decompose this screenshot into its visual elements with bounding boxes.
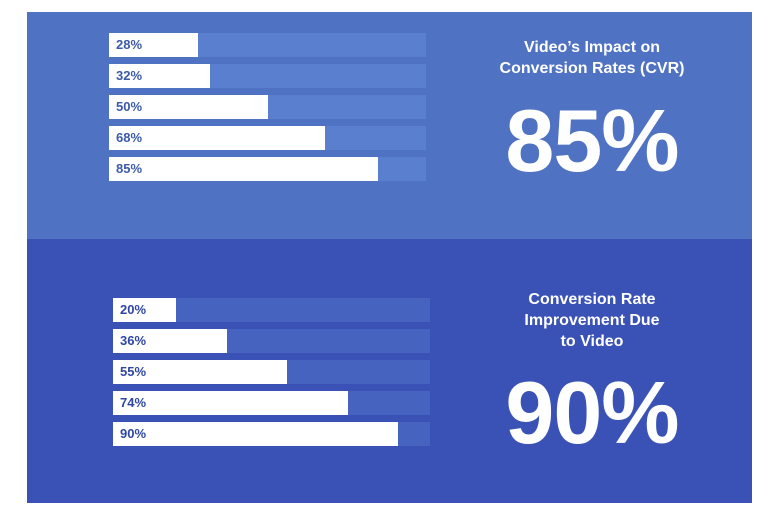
cvr-impact-panel: 28% 32% 50% 68% 85% Video’s Impact on Co… bbox=[27, 12, 752, 239]
bar-track: 36% bbox=[113, 329, 430, 353]
bar-label: 55% bbox=[120, 364, 147, 379]
bar bbox=[109, 157, 379, 181]
highlight-stat: 85% bbox=[505, 91, 679, 190]
bar-track: 90% bbox=[113, 422, 430, 446]
bar bbox=[113, 422, 399, 446]
bar-label: 28% bbox=[116, 37, 143, 52]
chart-title: Conversion Rate Improvement Due to Video bbox=[524, 291, 660, 350]
bar-track: 50% bbox=[109, 95, 426, 119]
bar-track: 28% bbox=[109, 33, 426, 57]
conversion-improvement-panel: 20% 36% 55% 74% 90% Conversion Rate Impr… bbox=[27, 239, 752, 503]
bar bbox=[113, 329, 228, 353]
bar-label: 74% bbox=[120, 395, 147, 410]
bar-label: 32% bbox=[116, 68, 143, 83]
cvr-impact-bars: 28% 32% 50% 68% 85% bbox=[109, 33, 426, 188]
bar bbox=[113, 360, 288, 384]
bar bbox=[109, 126, 325, 150]
bar-track: 68% bbox=[109, 126, 426, 150]
bar bbox=[109, 64, 211, 88]
bar bbox=[109, 33, 198, 57]
conversion-improvement-bars: 20% 36% 55% 74% 90% bbox=[113, 298, 430, 453]
bar bbox=[113, 391, 348, 415]
bar-label: 36% bbox=[120, 333, 147, 348]
bar-label: 90% bbox=[120, 426, 147, 441]
bar-track: 20% bbox=[113, 298, 430, 322]
bar bbox=[113, 298, 177, 322]
highlight-stat: 90% bbox=[505, 363, 679, 462]
bar-track: 55% bbox=[113, 360, 430, 384]
bar-track: 85% bbox=[109, 157, 426, 181]
bar-track: 74% bbox=[113, 391, 430, 415]
bar-track: 32% bbox=[109, 64, 426, 88]
bar-label: 68% bbox=[116, 130, 143, 145]
bar bbox=[109, 95, 268, 119]
bar-label: 50% bbox=[116, 99, 143, 114]
bar-label: 85% bbox=[116, 161, 143, 176]
bar-label: 20% bbox=[120, 302, 147, 317]
chart-title: Video’s Impact on Conversion Rates (CVR) bbox=[499, 39, 685, 77]
